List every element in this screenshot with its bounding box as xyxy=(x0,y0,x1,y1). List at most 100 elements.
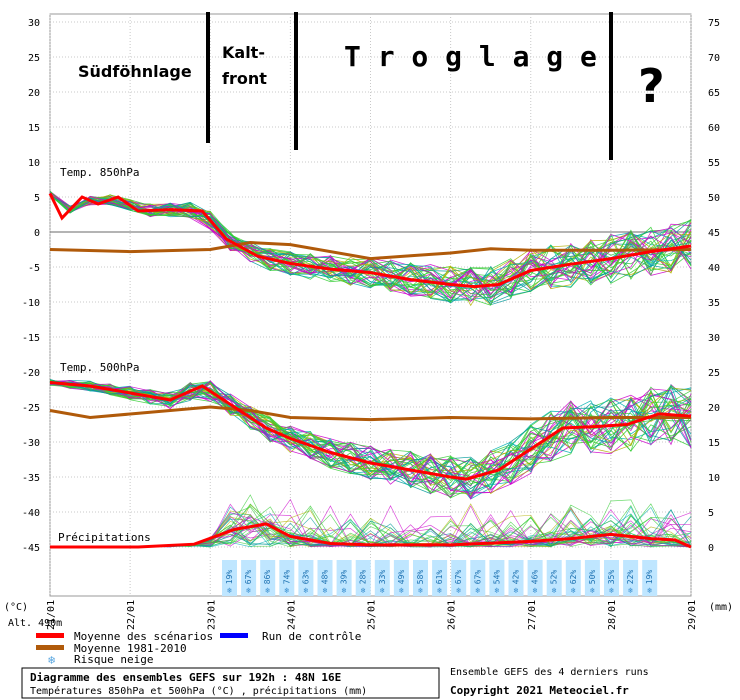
snow-risk-value: 67% xyxy=(454,570,463,585)
snow-risk-value: 22% xyxy=(626,570,635,585)
snow-icon: ❄ xyxy=(533,586,538,595)
snow-risk-box xyxy=(623,560,639,596)
legend-label-snow: Risque neige xyxy=(74,653,153,666)
grid xyxy=(49,14,692,596)
snow-icon: ❄ xyxy=(227,586,232,595)
snow-icon: ❄ xyxy=(323,586,328,595)
snow-risk-box xyxy=(451,560,467,596)
y-tick-right: 0 xyxy=(708,543,714,554)
x-tick-label: 22/01 xyxy=(126,600,137,630)
annotation-sudfohn: Südföhnlage xyxy=(78,62,192,81)
snow-risk-box xyxy=(565,560,581,596)
y-tick-left: -30 xyxy=(22,438,40,449)
snow-icon: ❄ xyxy=(494,586,499,595)
snow-risk-value: 48% xyxy=(321,570,330,585)
y-tick-right: 60 xyxy=(708,123,720,134)
mean-line-precip xyxy=(50,522,692,549)
snow-risk-value: 46% xyxy=(531,570,540,585)
annotation-kaltfront-2: front xyxy=(222,69,267,88)
ensemble-note: Ensemble GEFS des 4 derniers runs xyxy=(450,667,649,678)
y-tick-left: -5 xyxy=(28,263,40,274)
snow-risk-box xyxy=(355,560,371,596)
y-tick-left: -20 xyxy=(22,368,40,379)
snow-icon: ❄ xyxy=(647,586,652,595)
y-tick-left: 25 xyxy=(28,53,40,64)
y-tick-left: 5 xyxy=(34,193,40,204)
footer-box xyxy=(21,667,440,699)
x-tick-label: 29/01 xyxy=(687,600,698,630)
snow-risk-value: 74% xyxy=(282,570,291,585)
x-axis: 21/01 22/01 23/01 24/01 25/01 26/01 27/01 28/01… xyxy=(46,600,698,630)
snow-icon: ❄ xyxy=(590,586,595,595)
annotation-kaltfront-1: Kalt- xyxy=(222,43,265,62)
chart-subtitle: Températures 850hPa et 500hPa (°C) , pré… xyxy=(30,685,367,697)
snow-risk-value: 62% xyxy=(569,570,578,585)
x-tick-label: 26/01 xyxy=(447,600,458,630)
snow-icon: ❄ xyxy=(552,586,557,595)
ensemble-member-t500 xyxy=(49,381,692,488)
legend-swatch-mean xyxy=(36,633,64,638)
snow-risk-box xyxy=(527,560,543,596)
y-tick-left: -45 xyxy=(22,543,40,554)
snow-risk-box xyxy=(374,560,390,596)
snow-icon: ❄ xyxy=(342,586,347,595)
snow-risk-value: 67% xyxy=(244,570,253,585)
snow-risk-box xyxy=(413,560,428,596)
ensemble-member-t850 xyxy=(49,193,692,303)
annotation-question: ? xyxy=(638,59,665,113)
x-tick-label: 27/01 xyxy=(527,600,538,630)
x-tick-label: 24/01 xyxy=(286,600,297,630)
left-axis-label: (°C) xyxy=(4,602,28,613)
climate-line-t850 xyxy=(49,240,692,261)
snow-icon: ❄ xyxy=(628,586,633,595)
snow-risk-value: 42% xyxy=(512,570,521,585)
snow-icon: ❄ xyxy=(609,586,614,595)
snow-risk-box xyxy=(317,560,333,596)
snow-risk-value: 28% xyxy=(359,570,368,585)
y-tick-right: 70 xyxy=(708,53,720,64)
y-tick-right: 20 xyxy=(708,403,720,414)
panel-label-t500: Temp. 500hPa xyxy=(60,361,139,374)
snow-risk-box xyxy=(279,560,295,596)
legend-label-mean: Moyenne des scénarios xyxy=(74,630,213,643)
snow-risk-box xyxy=(336,560,352,596)
annotation-troglage: T r o g l a g e xyxy=(344,40,597,73)
y-tick-left: 30 xyxy=(28,18,40,29)
y-tick-right: 50 xyxy=(708,193,720,204)
snow-icon: ❄ xyxy=(475,586,480,595)
ensemble-member-t850 xyxy=(49,194,692,304)
snow-risk-box xyxy=(604,560,619,596)
x-tick-label: 23/01 xyxy=(206,600,217,630)
snow-risk-value: 49% xyxy=(397,570,406,585)
y-tick-right: 10 xyxy=(708,473,720,484)
y-tick-left: -40 xyxy=(22,508,40,519)
snow-risk-value: 19% xyxy=(225,570,234,585)
legend-label-control: Run de contrôle xyxy=(262,630,361,643)
snow-risk-box xyxy=(546,560,562,596)
y-tick-left: -25 xyxy=(22,403,40,414)
y-tick-left: 10 xyxy=(28,158,40,169)
snow-risk-value: 67% xyxy=(473,570,482,585)
ensemble-member-t500 xyxy=(49,381,692,495)
snow-icon: ❄ xyxy=(284,586,289,595)
snow-icon: ❄ xyxy=(456,586,461,595)
snow-icon: ❄ xyxy=(246,586,251,595)
mean-line-t850 xyxy=(48,192,692,289)
snow-risk-value: 86% xyxy=(263,570,272,585)
snow-risk-box xyxy=(241,560,257,596)
y-tick-right: 75 xyxy=(708,18,720,29)
copyright: Copyright 2021 Meteociel.fr xyxy=(450,684,629,697)
y-tick-left: 0 xyxy=(34,228,40,239)
snow-risk-box xyxy=(260,560,276,596)
panel-label-t850: Temp. 850hPa xyxy=(60,166,139,179)
y-tick-right: 45 xyxy=(708,228,720,239)
snow-risk-value: 19% xyxy=(645,570,654,585)
y-tick-right: 15 xyxy=(708,438,720,449)
snow-risk-box xyxy=(470,560,486,596)
right-axis-label: (mm) xyxy=(709,602,733,613)
snow-risk-value: 50% xyxy=(588,570,597,585)
snow-risk-value: 35% xyxy=(607,570,616,585)
ensemble-member-t500 xyxy=(49,381,692,496)
ensemble-member-t500 xyxy=(49,383,692,498)
snow-icon: ❄ xyxy=(380,586,385,595)
